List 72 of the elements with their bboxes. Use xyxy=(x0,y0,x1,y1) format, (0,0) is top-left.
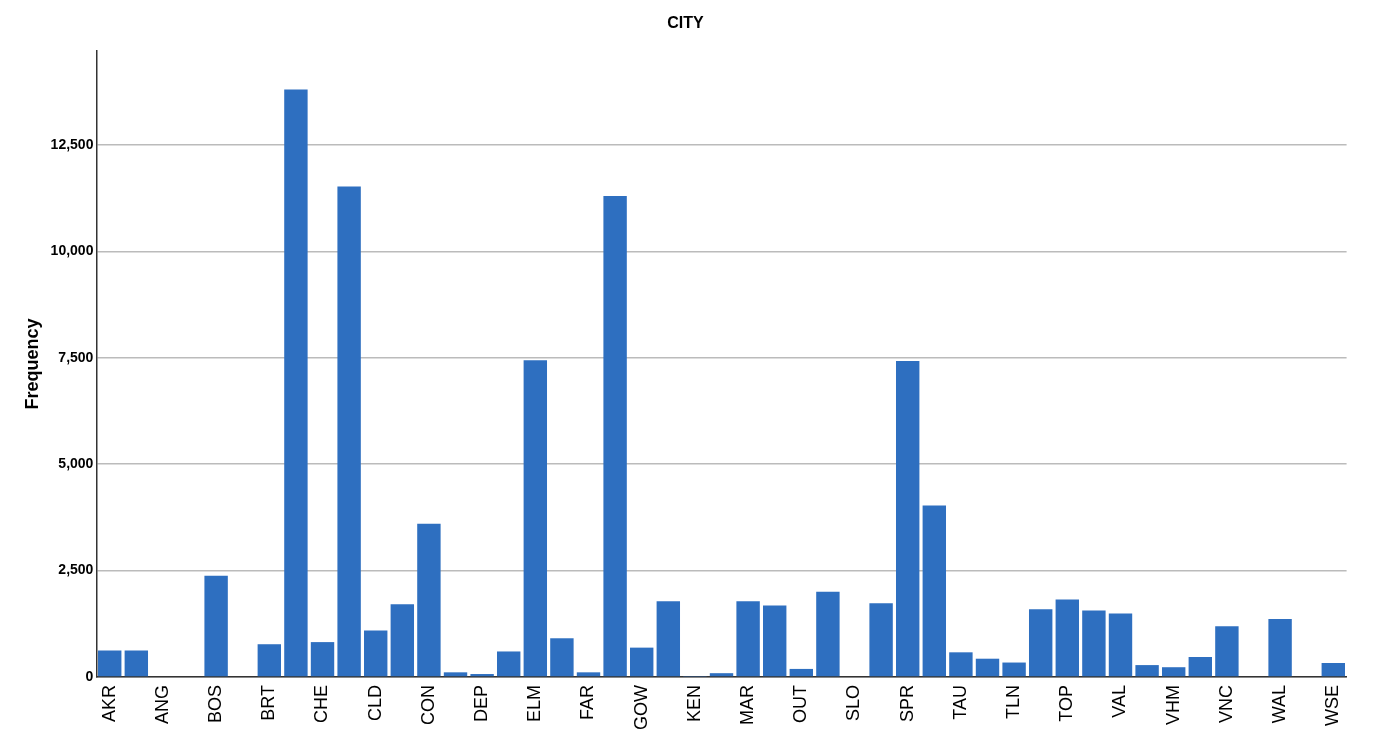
bar xyxy=(1082,610,1106,677)
bar xyxy=(1002,662,1026,677)
y-tick-label: 5,000 xyxy=(58,455,94,472)
bar xyxy=(709,673,734,677)
bar xyxy=(922,505,947,677)
x-tick-label: SLO xyxy=(843,685,864,722)
x-tick-label: CON xyxy=(417,685,438,726)
bar xyxy=(656,601,681,677)
x-tick-label: DEP xyxy=(471,685,492,723)
bar xyxy=(630,647,654,677)
bar xyxy=(364,630,388,677)
bar xyxy=(310,642,335,677)
x-tick-label: OUT xyxy=(790,685,811,724)
bar xyxy=(204,575,228,677)
bar xyxy=(1215,626,1239,677)
x-tick-label: KEN xyxy=(683,685,704,723)
bar xyxy=(816,591,840,677)
x-tick-label: VNC xyxy=(1215,685,1236,724)
y-tick-label: 10,000 xyxy=(50,242,94,259)
y-tick-label: 2,500 xyxy=(58,561,94,578)
x-tick-label: ELM xyxy=(524,685,545,723)
bar xyxy=(763,605,787,677)
bar xyxy=(417,523,441,677)
x-tick-label: BRT xyxy=(258,685,279,721)
bar xyxy=(896,361,920,677)
bar xyxy=(603,195,627,677)
x-tick-label: TLN xyxy=(1003,685,1024,720)
bar xyxy=(284,89,308,677)
x-tick-label: CLD xyxy=(364,685,385,722)
x-tick-label: ANG xyxy=(151,685,172,725)
bar xyxy=(337,186,361,677)
bar xyxy=(975,658,1000,677)
bar xyxy=(1135,665,1159,677)
bar xyxy=(789,668,814,677)
chart-title: CITY xyxy=(667,14,705,32)
y-axis-title: Frequency xyxy=(21,318,42,410)
x-tick-label: GOW xyxy=(630,685,651,731)
y-tick-label: 12,500 xyxy=(50,135,94,152)
x-tick-label: TOP xyxy=(1056,685,1077,722)
bar xyxy=(390,604,415,677)
bar xyxy=(497,651,521,677)
x-tick-label: BOS xyxy=(205,685,226,724)
x-tick-label: CHE xyxy=(311,685,332,724)
bar xyxy=(523,360,548,677)
bar xyxy=(1108,613,1133,677)
bar xyxy=(124,650,149,677)
bar xyxy=(949,652,973,677)
x-tick-label: VAL xyxy=(1109,685,1130,718)
bar xyxy=(869,603,893,677)
x-tick-label: WSE xyxy=(1322,685,1343,727)
bar xyxy=(470,674,494,677)
x-tick-label: SPR xyxy=(896,685,917,723)
x-tick-label: MAR xyxy=(737,685,758,726)
x-tick-label: VHM xyxy=(1162,685,1183,726)
y-tick-label: 0 xyxy=(85,667,94,684)
bar xyxy=(257,644,282,677)
x-tick-label: TAU xyxy=(949,685,970,720)
x-tick-label: WAL xyxy=(1269,685,1290,724)
bar xyxy=(1268,619,1292,677)
bar xyxy=(550,638,574,677)
bar xyxy=(576,672,601,677)
bar xyxy=(736,601,760,677)
x-tick-label: AKR xyxy=(98,685,119,723)
bar xyxy=(1188,657,1212,677)
bar xyxy=(1055,599,1079,677)
bar xyxy=(1161,667,1186,677)
bar xyxy=(443,672,468,677)
bar xyxy=(1321,662,1345,677)
y-tick-label: 7,500 xyxy=(58,348,94,365)
bar xyxy=(1029,609,1053,677)
x-tick-label: FAR xyxy=(577,685,598,721)
bar xyxy=(98,650,122,677)
